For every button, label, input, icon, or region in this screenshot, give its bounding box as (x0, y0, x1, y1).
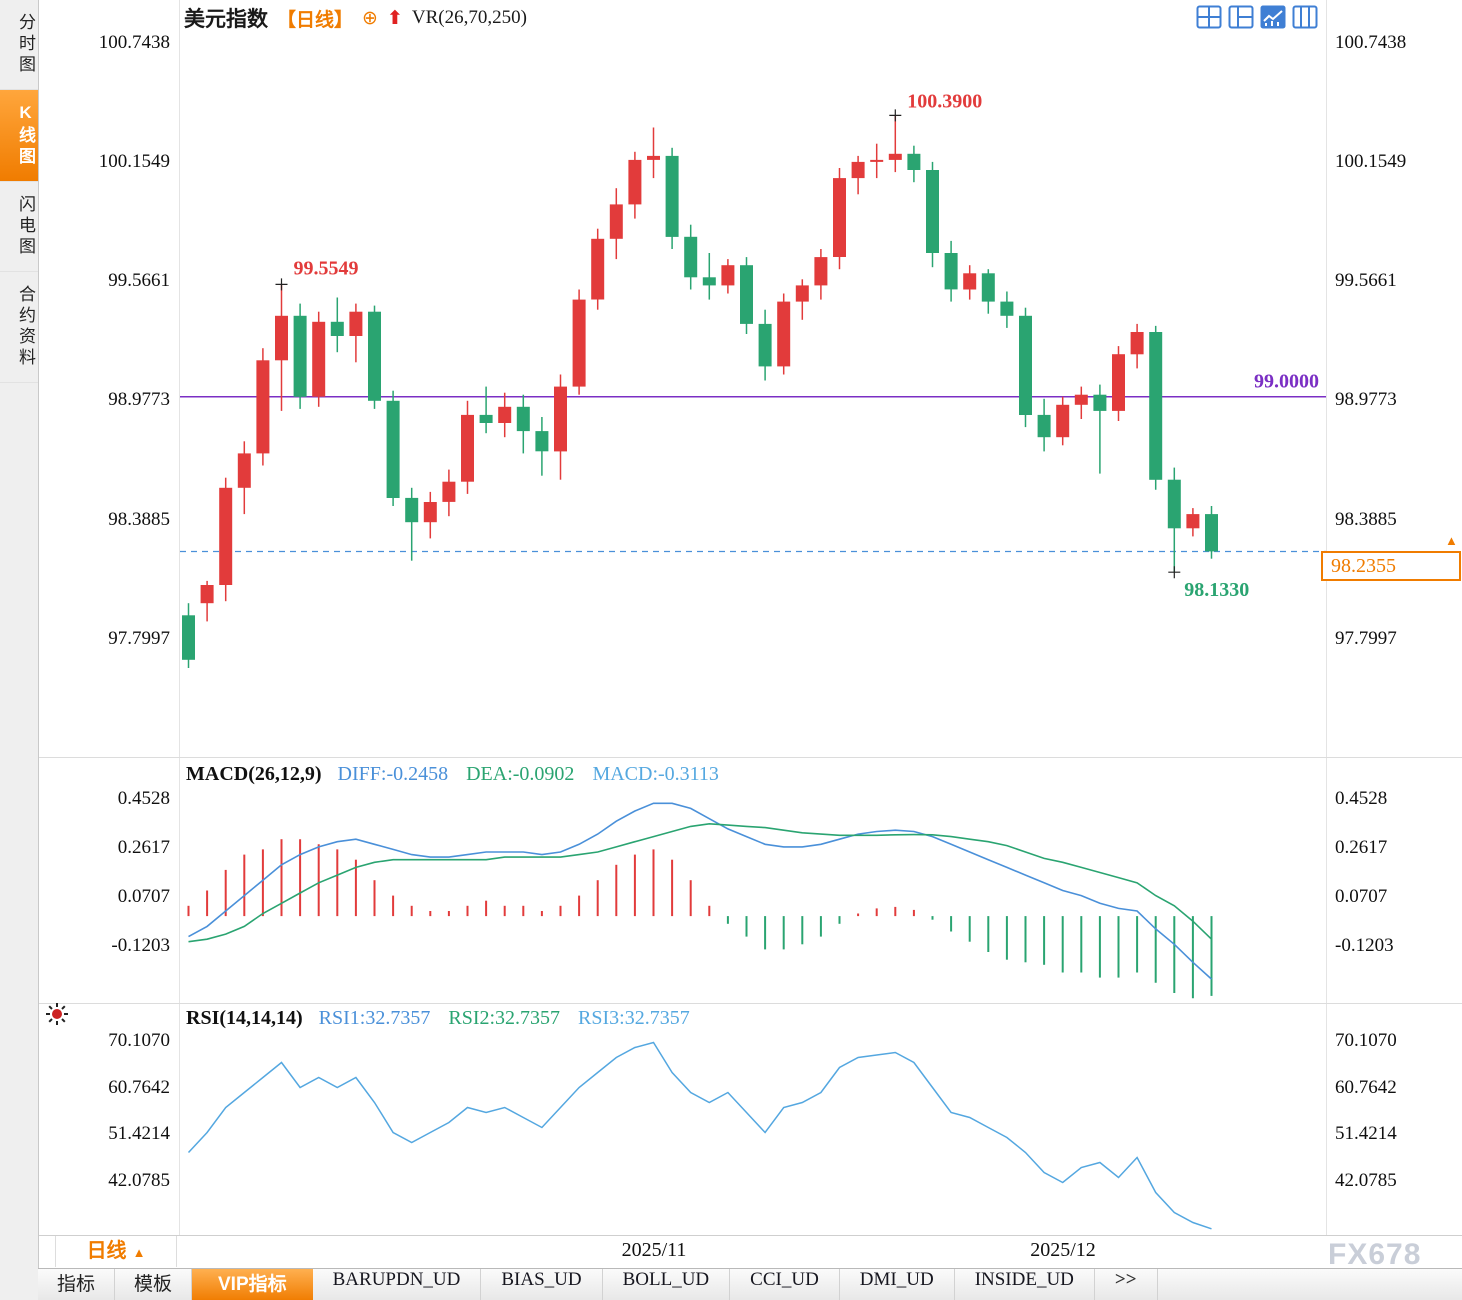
period-selector[interactable]: 日线 ▲ (55, 1236, 177, 1267)
tab-templates[interactable]: 模板 (115, 1269, 192, 1300)
y-axis-tick-label: 100.1549 (1335, 150, 1407, 172)
y-axis-tick-label: 51.4214 (108, 1123, 170, 1145)
macd-diff-value: DIFF:-0.2458 (337, 763, 449, 785)
sidebar-item-lightning-chart[interactable]: 闪电图 (0, 182, 38, 272)
tab-dmi-ud[interactable]: DMI_UD (840, 1269, 955, 1300)
svg-text:100.3900: 100.3900 (907, 90, 982, 112)
tab-inside-ud[interactable]: INSIDE_UD (955, 1269, 1095, 1300)
sidebar-item-contract-info[interactable]: 合约资料 (0, 272, 38, 383)
y-axis-tick-label: 0.0707 (117, 885, 170, 907)
svg-text:99.0000: 99.0000 (1254, 371, 1319, 393)
tab-indicators[interactable]: 指标 (38, 1269, 115, 1300)
indicator-settings-icon[interactable] (45, 1002, 69, 1026)
period-selector-label: 日线 (86, 1240, 127, 1262)
rsi1-value: RSI1:32.7357 (318, 1007, 431, 1029)
panel-separator-macd (39, 757, 1462, 758)
macd-label: MACD(26,12,9) (186, 763, 322, 785)
tab-more[interactable]: >> (1095, 1269, 1158, 1300)
y-axis-tick-label: 42.0785 (108, 1170, 170, 1192)
current-price-value: 98.2355 (1331, 555, 1396, 577)
tab-barupdn-ud[interactable]: BARUPDN_UD (313, 1269, 482, 1300)
y-axis-tick-label: 0.0707 (1335, 885, 1388, 907)
y-axis-tick-label: 0.4528 (117, 788, 170, 809)
y-axis-tick-label: 0.4528 (1335, 788, 1388, 809)
y-axis-tick-label: 98.9773 (1335, 389, 1397, 411)
rsi3-value: RSI3:32.7357 (578, 1007, 690, 1029)
chart-plot-area: 99.0000 99.5549 100.3900 98.1330 MACD(26,12… (180, 0, 1327, 1235)
macd-chart[interactable] (180, 758, 1327, 1003)
y-axis-tick-label: 60.7642 (108, 1076, 170, 1098)
plot-right-border (1326, 0, 1327, 1235)
y-axis-tick-label: 100.7438 (1335, 31, 1407, 53)
watermark: FX678 (1328, 1238, 1422, 1271)
y-axis-tick-label: 70.1070 (1335, 1030, 1397, 1051)
y-axis-tick-label: 70.1070 (108, 1030, 170, 1051)
y-axis-tick-label: 99.5661 (1335, 270, 1397, 292)
chart-header: 美元指数 【日线】 ⊕ ⬆ VR(26,70,250) (184, 5, 527, 31)
svg-text:98.1330: 98.1330 (1184, 579, 1249, 601)
rsi2-value: RSI2:32.7357 (448, 1007, 561, 1029)
right-price-axis: ▲ 98.2355 100.7438 100.1549 99.5661 98.9773… (1321, 0, 1462, 1235)
x-axis-label-nov: 2025/11 (621, 1239, 687, 1261)
panel-separator-rsi (39, 1003, 1462, 1004)
rsi-label: RSI(14,14,14) (186, 1007, 303, 1029)
layout-chart-icon[interactable] (1260, 5, 1286, 29)
macd-hist-value: MACD:-0.3113 (592, 763, 719, 785)
candlestick-chart[interactable]: 99.0000 99.5549 100.3900 98.1330 (180, 0, 1327, 757)
macd-dea-value: DEA:-0.0902 (466, 763, 575, 785)
layout-panes-icon[interactable] (1292, 5, 1318, 29)
y-axis-tick-label: 99.5661 (108, 270, 170, 292)
chevron-up-icon: ▲ (132, 1245, 146, 1260)
macd-legend: MACD(26,12,9) DIFF:-0.2458 DEA:-0.0902 MACD… (186, 763, 719, 786)
bottom-tab-bar: 指标 模板 VIP指标 BARUPDN_UD BIAS_UD BOLL_UD C… (38, 1268, 1462, 1300)
sidebar-item-time-chart[interactable]: 分时图 (0, 0, 38, 90)
y-axis-tick-label: 98.9773 (108, 389, 170, 411)
vr-indicator-label[interactable]: VR(26,70,250) (411, 7, 527, 28)
chart-type-sidebar: 分时图 K线图 闪电图 合约资料 (0, 0, 39, 1300)
y-axis-tick-label: 51.4214 (1335, 1123, 1397, 1145)
x-axis-label-dec: 2025/12 (1030, 1239, 1096, 1261)
tab-vip-indicators[interactable]: VIP指标 (192, 1269, 313, 1300)
y-axis-tick-label: 98.3885 (108, 508, 170, 530)
rsi-legend: RSI(14,14,14) RSI1:32.7357 RSI2:32.7357 RSI… (186, 1007, 690, 1030)
sidebar-item-kline-chart[interactable]: K线图 (0, 90, 38, 182)
y-axis-tick-label: 0.2617 (1335, 837, 1388, 858)
layout-grid-icon[interactable] (1228, 5, 1254, 29)
symbol-title: 美元指数 (184, 8, 268, 31)
layout-quad-icon[interactable] (1196, 5, 1222, 29)
left-price-axis: 100.7438 100.1549 99.5661 98.9773 98.3885 97.… (38, 0, 180, 1235)
layout-toolbar (1196, 5, 1318, 29)
y-axis-tick-label: -0.1203 (111, 934, 170, 956)
y-axis-tick-label: 100.1549 (98, 150, 170, 172)
rsi-chart[interactable] (180, 1005, 1327, 1235)
add-indicator-icon[interactable]: ⊕ (362, 7, 378, 29)
y-axis-tick-label: 60.7642 (1335, 1076, 1397, 1098)
y-axis-tick-label: 97.7997 (1335, 627, 1397, 649)
current-price-tag: 98.2355 (1321, 551, 1461, 581)
y-axis-tick-label: 100.7438 (98, 31, 170, 53)
y-axis-tick-label: 98.3885 (1335, 508, 1397, 530)
price-up-arrow-icon: ▲ (1445, 533, 1458, 548)
y-axis-tick-label: 42.0785 (1335, 1170, 1397, 1192)
trend-up-arrow-icon: ⬆ (386, 7, 403, 29)
svg-text:99.5549: 99.5549 (294, 257, 359, 279)
plot-left-border (179, 0, 180, 1235)
tab-cci-ud[interactable]: CCI_UD (730, 1269, 840, 1300)
y-axis-tick-label: -0.1203 (1335, 934, 1394, 956)
tab-boll-ud[interactable]: BOLL_UD (603, 1269, 731, 1300)
y-axis-tick-label: 0.2617 (117, 837, 170, 858)
tab-bias-ud[interactable]: BIAS_UD (481, 1269, 603, 1300)
x-axis-row: 日线 ▲ 2025/11 2025/12 (38, 1235, 1462, 1268)
period-label[interactable]: 【日线】 (277, 9, 354, 31)
y-axis-tick-label: 97.7997 (108, 627, 170, 649)
